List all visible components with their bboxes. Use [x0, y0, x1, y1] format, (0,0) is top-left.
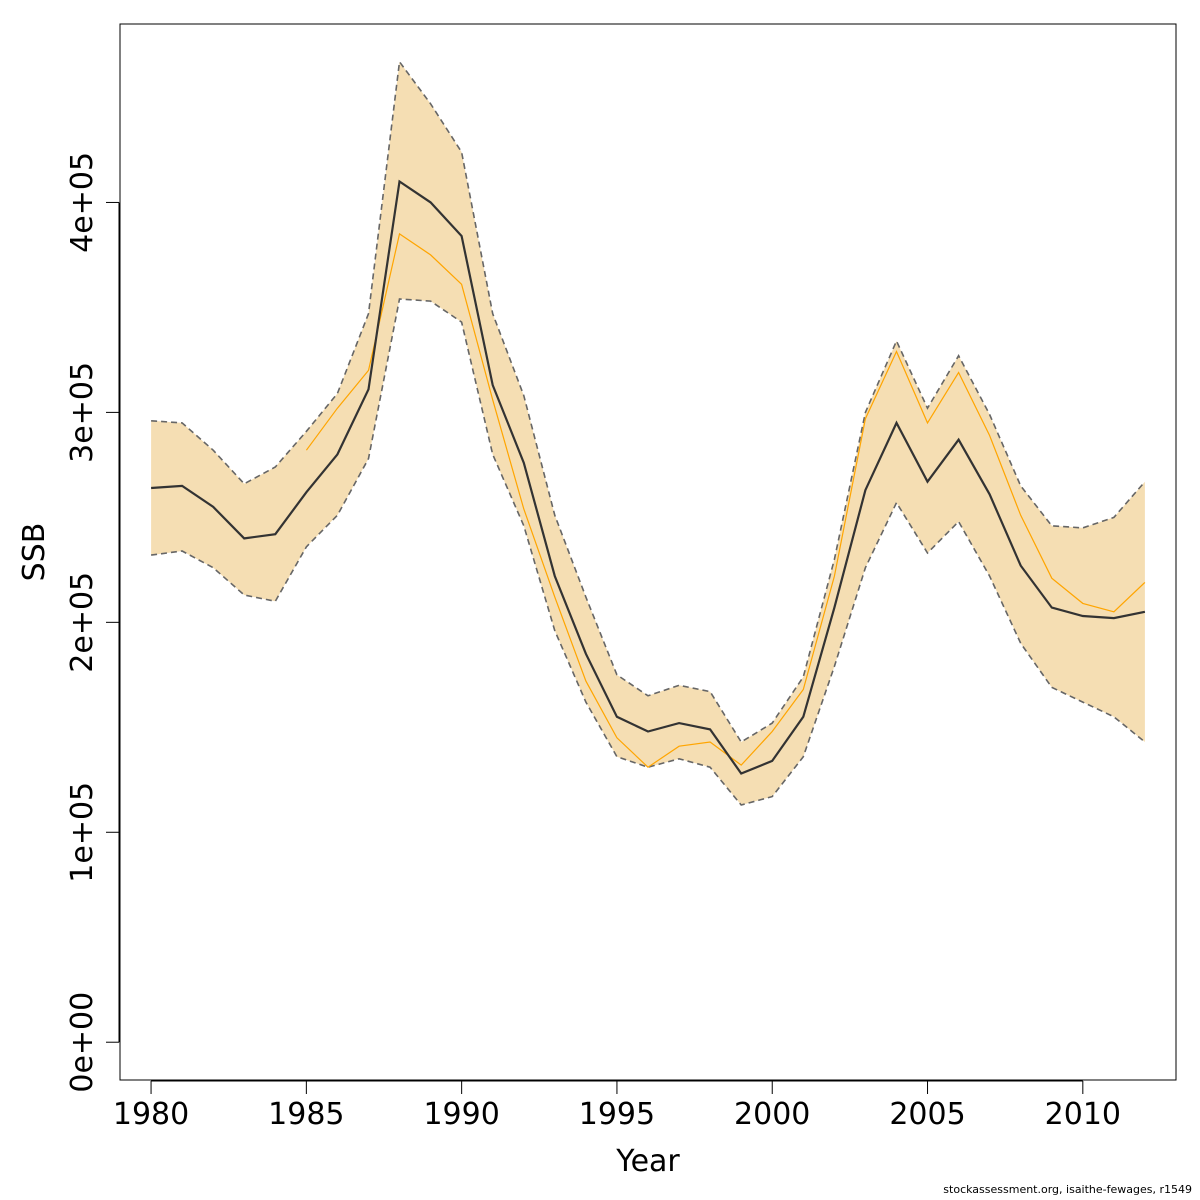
- upper-bound-line: [151, 59, 1146, 744]
- x-tick-label: 1985: [268, 1097, 344, 1132]
- credit-text: stockassessment.org, isaithe-fewages, r1…: [943, 1183, 1192, 1196]
- y-tick-label: 3e+05: [65, 362, 100, 463]
- y-tick-label: 4e+05: [65, 152, 100, 253]
- y-tick-label: 2e+05: [65, 572, 100, 673]
- confidence-band: [151, 61, 1145, 806]
- x-axis-title: Year: [615, 1144, 680, 1179]
- x-tick-label: 1990: [423, 1097, 499, 1132]
- plot-box: [119, 23, 1177, 1081]
- x-tick-label: 2000: [734, 1097, 810, 1132]
- y-tick-label: 0e+00: [65, 992, 100, 1093]
- x-tick-label: 1995: [579, 1097, 655, 1132]
- previous-assessment-line: [305, 232, 1146, 768]
- axes: 1980 1985 1990 1995 2000 2005 2010 0e+00 1e+05 2e…: [65, 152, 1121, 1132]
- ssb-estimate-line: [151, 179, 1146, 775]
- x-tick-label: 1980: [113, 1097, 189, 1132]
- y-axis-title: SSB: [17, 523, 52, 582]
- lower-bound-line: [150, 298, 1146, 806]
- x-tick-label: 2005: [889, 1097, 965, 1132]
- y-tick-label: 1e+05: [65, 782, 100, 883]
- x-tick-label: 2010: [1045, 1097, 1121, 1132]
- plot-area: [150, 59, 1146, 806]
